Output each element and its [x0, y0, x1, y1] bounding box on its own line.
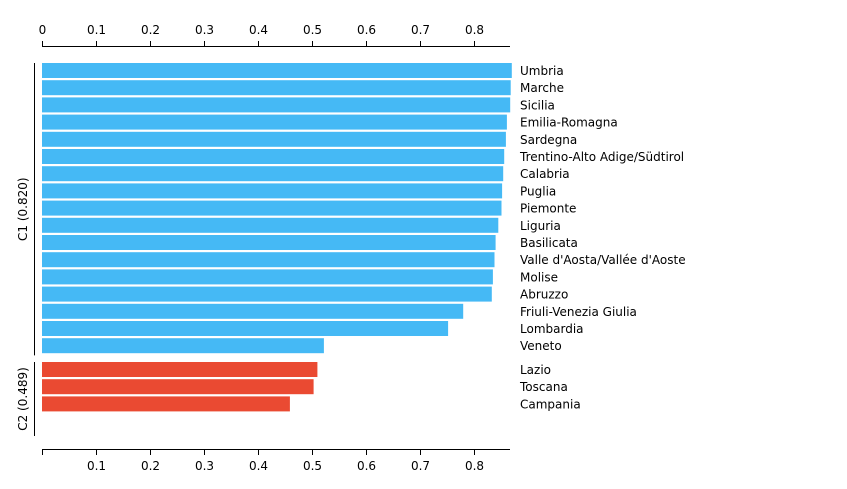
- bar: [42, 200, 502, 216]
- top-tick-label: 0.6: [357, 23, 376, 37]
- bar: [42, 114, 507, 130]
- top-tick-label: 0.5: [303, 23, 322, 37]
- cluster-groups: C1 (0.820) C2 (0.489): [16, 63, 35, 436]
- category-label: Sardegna: [520, 133, 577, 147]
- bar: [42, 379, 314, 395]
- bar: [42, 252, 495, 268]
- category-label: Liguria: [520, 219, 561, 233]
- bar: [42, 183, 503, 199]
- bar: [42, 321, 449, 336]
- category-label: Trentino-Alto Adige/Südtirol: [519, 150, 684, 164]
- group-label: C2 (0.489): [16, 367, 30, 431]
- category-label: Umbria: [520, 64, 564, 78]
- bar: [42, 303, 464, 319]
- category-label: Marche: [520, 81, 564, 95]
- top-x-axis: 0 0.1 0.2 0.3 0.4 0.5 0.6 0.7 0.8: [39, 23, 510, 47]
- bottom-tick-label: 0.6: [357, 459, 376, 473]
- bar: [42, 362, 318, 377]
- category-label: Piemonte: [520, 202, 576, 216]
- top-tick-label: 0.4: [249, 23, 268, 37]
- category-label: Lombardia: [520, 322, 584, 336]
- group-label: C1 (0.820): [16, 177, 30, 241]
- category-labels: Umbria Marche Sicilia Emilia-Romagna Sardegn…: [519, 64, 686, 411]
- bottom-tick-label: 0.1: [87, 459, 106, 473]
- bottom-tick-label: 0.2: [141, 459, 160, 473]
- category-label: Molise: [520, 270, 558, 284]
- category-label: Sicilia: [520, 98, 555, 112]
- category-label: Basilicata: [520, 236, 578, 250]
- bar: [42, 131, 506, 147]
- category-label: Abruzzo: [520, 288, 568, 302]
- top-tick-label: 0: [39, 23, 47, 37]
- category-label: Veneto: [520, 339, 562, 353]
- bar: [42, 217, 499, 233]
- top-tick-label: 0.3: [195, 23, 214, 37]
- bar: [42, 396, 290, 412]
- top-tick-label: 0.7: [411, 23, 430, 37]
- bar: [42, 269, 493, 285]
- category-label: Friuli-Venezia Giulia: [520, 305, 637, 319]
- bottom-tick-label: 0.7: [411, 459, 430, 473]
- bar: [42, 338, 324, 354]
- bars: [42, 63, 512, 412]
- category-label: Toscana: [519, 380, 568, 394]
- category-label: Campania: [520, 397, 581, 411]
- top-tick-label: 0.1: [87, 23, 106, 37]
- bottom-tick-label: 0.4: [249, 459, 268, 473]
- bar: [42, 286, 492, 302]
- bar: [42, 149, 505, 164]
- bottom-x-axis: 0.1 0.2 0.3 0.4 0.5 0.6 0.7 0.8: [42, 449, 510, 473]
- bar: [42, 166, 504, 182]
- bar: [42, 63, 512, 78]
- bar: [42, 97, 511, 113]
- bar: [42, 235, 496, 250]
- bottom-tick-label: 0.8: [465, 459, 484, 473]
- category-label: Emilia-Romagna: [520, 116, 618, 130]
- category-label: Puglia: [520, 184, 556, 198]
- bottom-tick-label: 0.5: [303, 459, 322, 473]
- bottom-tick-label: 0.3: [195, 459, 214, 473]
- bar: [42, 80, 511, 96]
- category-label: Calabria: [520, 167, 570, 181]
- category-label: Valle d'Aosta/Vallée d'Aoste: [520, 253, 686, 267]
- top-tick-label: 0.2: [141, 23, 160, 37]
- category-label: Lazio: [520, 363, 551, 377]
- top-tick-label: 0.8: [465, 23, 484, 37]
